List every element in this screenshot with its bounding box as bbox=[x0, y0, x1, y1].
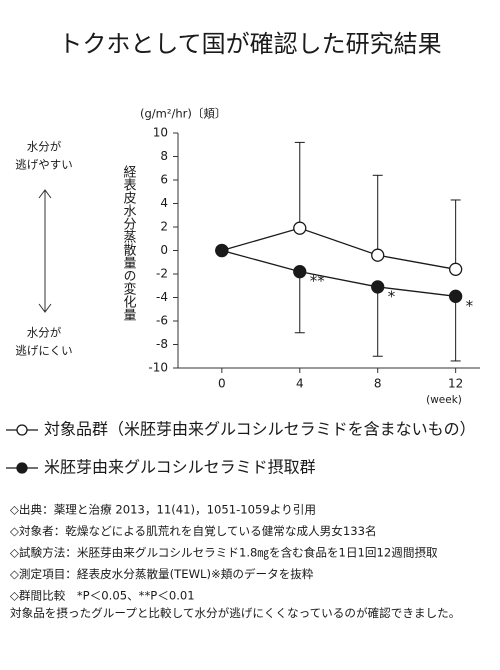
significance-label: * bbox=[466, 297, 474, 315]
data-point bbox=[448, 262, 463, 276]
note-line: ◇測定項目：経表皮水分蒸散量(TEWL)※頬のデータを抜粋 bbox=[10, 567, 314, 581]
series-line bbox=[221, 227, 456, 270]
double-arrow bbox=[38, 189, 52, 313]
data-point bbox=[371, 248, 385, 262]
note-line: ◇出典：薬理と治療 2013，11(41)，1051-1059より引用 bbox=[10, 503, 316, 517]
left-bottom-label: 水分が bbox=[27, 326, 62, 340]
y-axis-label: 経表皮水分蒸散量の変化量 bbox=[121, 165, 137, 321]
y-tick-label: -6 bbox=[156, 314, 168, 328]
y-tick-label: -2 bbox=[156, 267, 168, 281]
data-point bbox=[215, 243, 229, 258]
note-line: 対象品を摂ったグループと比較して水分が逃げにくくなっているのが確認できました。 bbox=[10, 606, 460, 620]
left-bottom-label: 逃げにくい bbox=[15, 344, 72, 358]
y-unit-label: (g/m²/hr)〔頬〕 bbox=[140, 107, 226, 121]
legend-label: 米胚芽由来グルコシルセラミド摂取群 bbox=[44, 458, 316, 477]
note-line: ◇群間比較 *P＜0.05、**P＜0.01 bbox=[10, 589, 195, 603]
left-top-label: 水分が bbox=[27, 140, 62, 154]
x-unit-label: (week) bbox=[426, 394, 462, 406]
significance-label: * bbox=[388, 287, 396, 305]
y-tick-label: 2 bbox=[160, 220, 168, 234]
y-tick-label: 0 bbox=[160, 243, 168, 257]
note-line: ◇対象者：乾燥などによる肌荒れを自覚している健常な成人男女133名 bbox=[10, 524, 377, 538]
y-tick-label: 6 bbox=[160, 173, 168, 187]
significance-label: ** bbox=[310, 272, 326, 290]
y-tick-label: 10 bbox=[153, 126, 168, 140]
legend-marker bbox=[16, 462, 28, 474]
y-tick-label: -10 bbox=[148, 361, 168, 375]
note-line: ◇試験方法：米胚芽由来グルコシルセラミド1.8㎎を含む食品を1日1回12週間摂取 bbox=[10, 546, 438, 560]
y-tick-label: -8 bbox=[156, 337, 168, 351]
x-tick-label: 8 bbox=[374, 377, 382, 391]
y-tick-label: -4 bbox=[156, 290, 168, 304]
data-point bbox=[293, 264, 307, 279]
data-point bbox=[371, 280, 385, 294]
series-line bbox=[221, 249, 456, 297]
page-title: トクホとして国が確認した研究結果 bbox=[58, 30, 441, 58]
x-tick-label: 0 bbox=[218, 377, 226, 391]
legend-label: 対象品群（米胚芽由来グルコシルセラミドを含まないもの） bbox=[44, 420, 476, 439]
left-top-label: 逃げやすい bbox=[15, 158, 73, 172]
y-tick-label: 4 bbox=[160, 196, 168, 210]
y-tick-label: 8 bbox=[160, 149, 168, 163]
data-point bbox=[293, 221, 307, 235]
x-tick-label: 12 bbox=[448, 377, 463, 391]
legend-marker bbox=[16, 424, 28, 436]
x-tick-label: 4 bbox=[296, 377, 304, 391]
data-point bbox=[448, 289, 463, 303]
